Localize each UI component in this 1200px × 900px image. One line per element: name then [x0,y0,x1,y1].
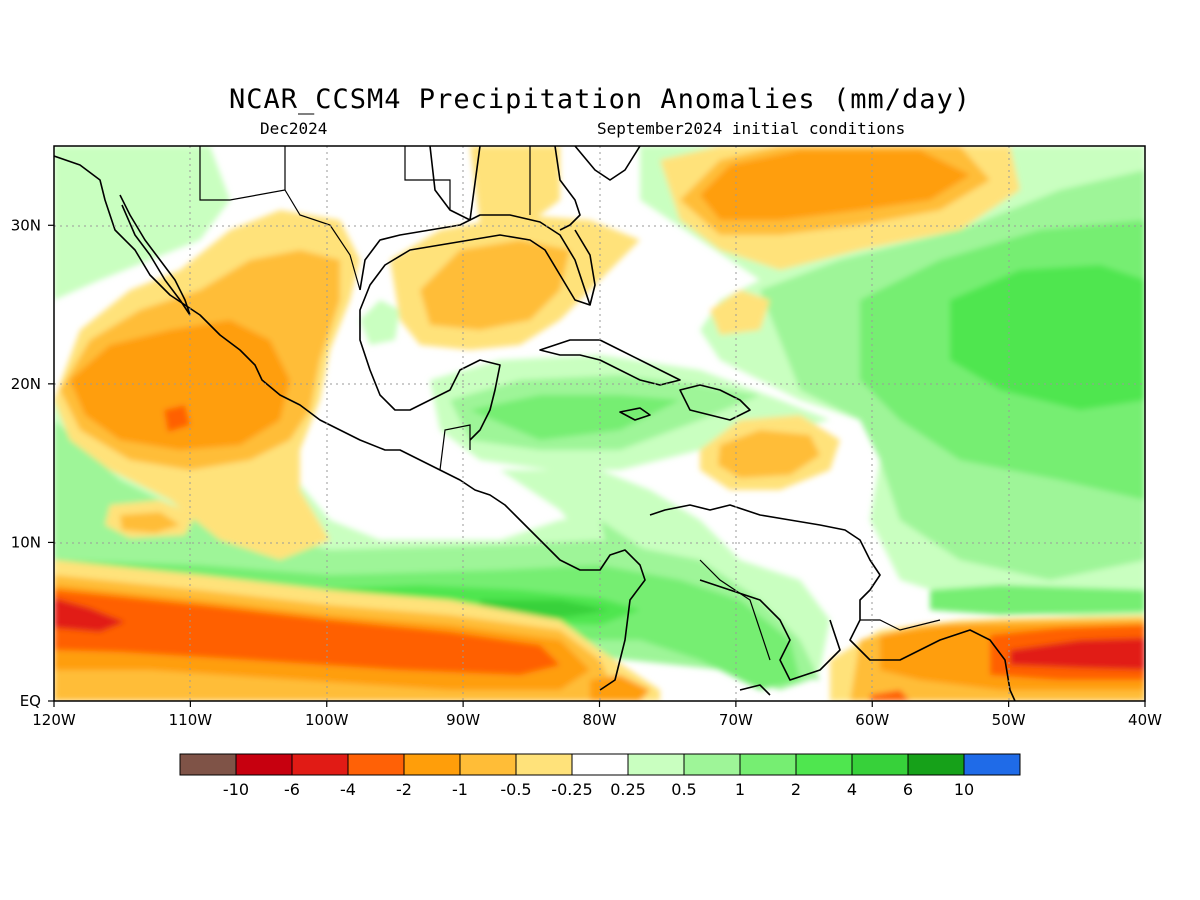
colorbar-swatch [851,753,909,776]
valid-month: Dec2024 [260,119,328,138]
colorbar-swatch [739,753,797,776]
colorbar-swatch [459,753,517,776]
lat-tick-label: 10N [11,533,41,551]
colorbar-label: 0.5 [671,780,696,799]
colorbar-label: 4 [847,780,857,799]
colorbar-label: 2 [791,780,801,799]
colorbar-swatch [627,753,685,776]
colorbar-label: -6 [284,780,300,799]
initial-conditions: September2024 initial conditions [597,119,906,138]
lon-tick-label: 100W [305,711,349,729]
colorbar-swatch [907,753,965,776]
colorbar-swatch [683,753,741,776]
colorbar-swatch [403,753,461,776]
chart-title: NCAR_CCSM4 Precipitation Anomalies (mm/d… [229,84,971,115]
lat-tick-label: 20N [11,375,41,393]
colorbar-swatch [291,753,349,776]
colorbar-label: -2 [396,780,412,799]
colorbar-label: -0.5 [500,780,531,799]
lon-tick-label: 60W [855,711,889,729]
lon-tick-label: 80W [583,711,617,729]
longitude-axis: 120W 110W 100W 90W 80W 70W 60W 50W 40W [32,701,1162,729]
lon-tick-label: 110W [169,711,213,729]
colorbar-swatch [347,753,405,776]
colorbar-label: -0.25 [551,780,592,799]
colorbar-swatch [571,753,629,776]
graticule [54,146,1145,701]
colorbar-label: -4 [340,780,356,799]
lon-tick-label: 70W [719,711,753,729]
latitude-axis: 30N 20N 10N EQ [11,216,54,710]
lon-tick-label: 120W [32,711,76,729]
lon-tick-label: 40W [1128,711,1162,729]
colorbar: -10 -6 -4 -2 -1 -0.5 -0.25 0.25 0.5 1 2 4 6 10 [179,753,1021,799]
precipitation-anomaly-field [54,146,1145,701]
colorbar-label: 1 [735,780,745,799]
colorbar-swatch [235,753,293,776]
colorbar-swatch [179,753,237,776]
lat-tick-label: 30N [11,216,41,234]
lat-tick-label: EQ [20,692,41,710]
colorbar-label: 10 [954,780,974,799]
colorbar-label: 6 [903,780,913,799]
colorbar-swatch [795,753,853,776]
colorbar-label: -1 [452,780,468,799]
colorbar-swatch [515,753,573,776]
lon-tick-label: 50W [992,711,1026,729]
colorbar-swatch [963,753,1021,776]
colorbar-label: 0.25 [610,780,646,799]
political-borders [199,146,941,661]
lon-tick-label: 90W [446,711,480,729]
colorbar-label: -10 [223,780,249,799]
coastlines [54,146,1016,701]
